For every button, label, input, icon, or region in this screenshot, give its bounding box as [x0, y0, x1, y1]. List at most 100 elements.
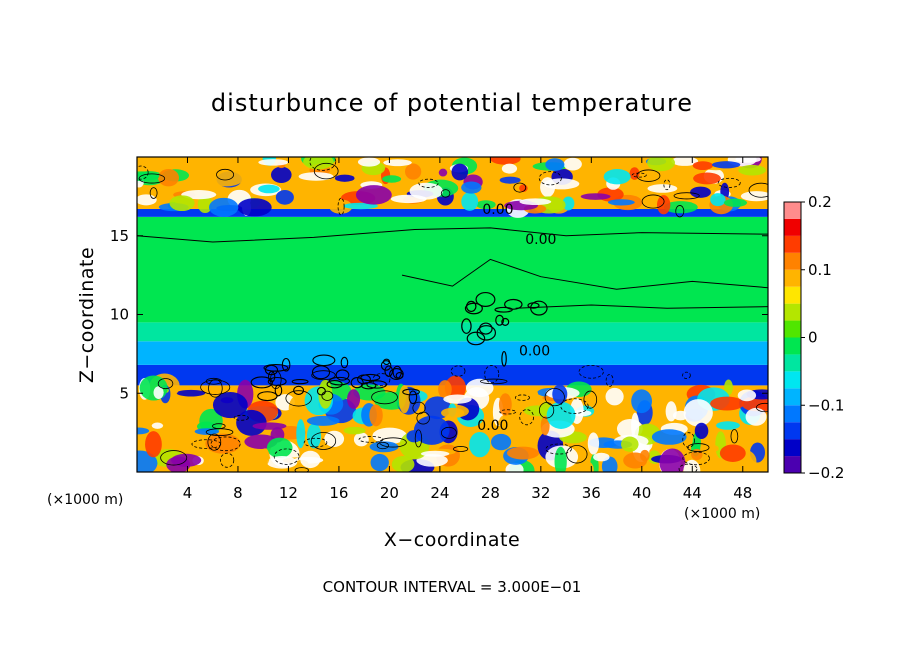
x-tick: 12	[279, 157, 298, 502]
contour-line	[376, 441, 389, 450]
field-cell	[355, 185, 392, 205]
field-cell	[181, 189, 217, 200]
field-cell	[176, 389, 206, 397]
field-cell	[300, 450, 321, 469]
field-cell	[491, 433, 512, 451]
contour-line	[328, 376, 351, 386]
field-cell	[506, 446, 540, 460]
contour-line	[464, 302, 483, 315]
contour-line	[717, 177, 741, 188]
field-cell	[693, 172, 721, 185]
field-cell	[416, 454, 448, 467]
field-cell	[499, 413, 521, 428]
colorbar-swatch	[784, 269, 801, 287]
contour-line	[530, 300, 548, 316]
field-cell	[357, 157, 381, 167]
field-cell	[745, 407, 767, 426]
contour-line	[504, 298, 523, 310]
field-cell	[288, 395, 306, 422]
field-cell	[738, 164, 767, 176]
contour-line	[294, 467, 309, 472]
x-tick: 28	[481, 157, 500, 502]
x-tick-label: 20	[380, 484, 399, 502]
field-cell	[334, 174, 355, 182]
field-cell	[603, 169, 631, 185]
field-cell	[266, 437, 293, 458]
contour-line	[416, 411, 430, 425]
colorbar-swatch	[784, 422, 801, 440]
field-cell	[571, 410, 592, 417]
field-band	[137, 208, 768, 217]
contour-layer	[137, 157, 768, 472]
field-cell	[620, 436, 639, 452]
field-cell	[270, 166, 292, 184]
colorbar-tick-label: 0	[808, 329, 818, 347]
field-cell	[205, 433, 241, 454]
field-cell	[409, 182, 443, 200]
field-band	[137, 341, 768, 365]
contour-line	[137, 165, 149, 180]
contour-line	[380, 360, 392, 371]
field-cell	[647, 184, 678, 193]
field-cell	[420, 450, 450, 457]
field-cell	[692, 161, 713, 170]
y-tick-label: 10	[110, 306, 129, 324]
colorbar-swatch	[784, 456, 801, 473]
colorbar-ticks: 0.2 0.1 0 −0.1 −0.2	[801, 193, 844, 482]
field-cell	[546, 401, 576, 429]
contour-line	[682, 371, 691, 379]
contour-line	[475, 291, 496, 307]
contour-label: 0.00	[477, 418, 508, 434]
contour-line	[250, 376, 273, 389]
field-cell	[382, 175, 402, 183]
field-cell	[318, 379, 333, 409]
y-tick: 10	[110, 306, 768, 324]
contour-line	[257, 391, 278, 402]
colorbar-swatch	[784, 388, 801, 406]
contour-line	[499, 409, 517, 415]
contour-line	[285, 390, 312, 407]
contour-line	[310, 432, 337, 450]
field-cell	[275, 190, 294, 205]
contour-label: 0.00	[525, 232, 556, 248]
y-tick: 15	[110, 227, 768, 245]
field-cell	[169, 195, 195, 212]
contour-label: 0.00	[482, 202, 513, 218]
field-cell	[593, 452, 610, 462]
colorbar-swatch	[784, 371, 801, 389]
x-unit-note-right: (×1000 m)	[684, 506, 760, 522]
field-cell	[631, 389, 653, 414]
colorbar-swatch	[784, 303, 801, 321]
field-cell	[563, 157, 582, 171]
colorbar-swatch	[784, 235, 801, 253]
contour-line	[476, 325, 497, 341]
x-tick-label: 48	[733, 484, 752, 502]
field-cell	[343, 202, 378, 210]
field-cell	[197, 195, 213, 214]
contour-line	[636, 169, 661, 182]
colorbar-swatch	[784, 252, 801, 270]
contour-line	[605, 373, 614, 387]
field-cell	[691, 448, 703, 461]
y-tick-label: 15	[110, 227, 129, 245]
contour-line	[566, 445, 588, 464]
x-tick-label: 40	[632, 484, 651, 502]
contour-line	[291, 378, 309, 385]
field-cell	[607, 199, 635, 206]
x-tick-label: 16	[329, 484, 348, 502]
field-cell	[347, 389, 361, 409]
x-tick-label: 36	[582, 484, 601, 502]
field-cell	[631, 412, 640, 439]
colorbar-swatches	[784, 202, 801, 473]
colorbar-swatch	[784, 337, 801, 355]
x-tick-label: 12	[279, 484, 298, 502]
contour-line	[641, 194, 665, 209]
contour-line	[461, 318, 472, 334]
field-cell	[519, 198, 552, 206]
field-cell	[543, 178, 580, 190]
field-cell	[329, 199, 353, 214]
field-cell	[258, 159, 289, 166]
contour-line	[663, 179, 671, 191]
contour-line	[466, 331, 486, 346]
field-layer	[137, 157, 768, 472]
